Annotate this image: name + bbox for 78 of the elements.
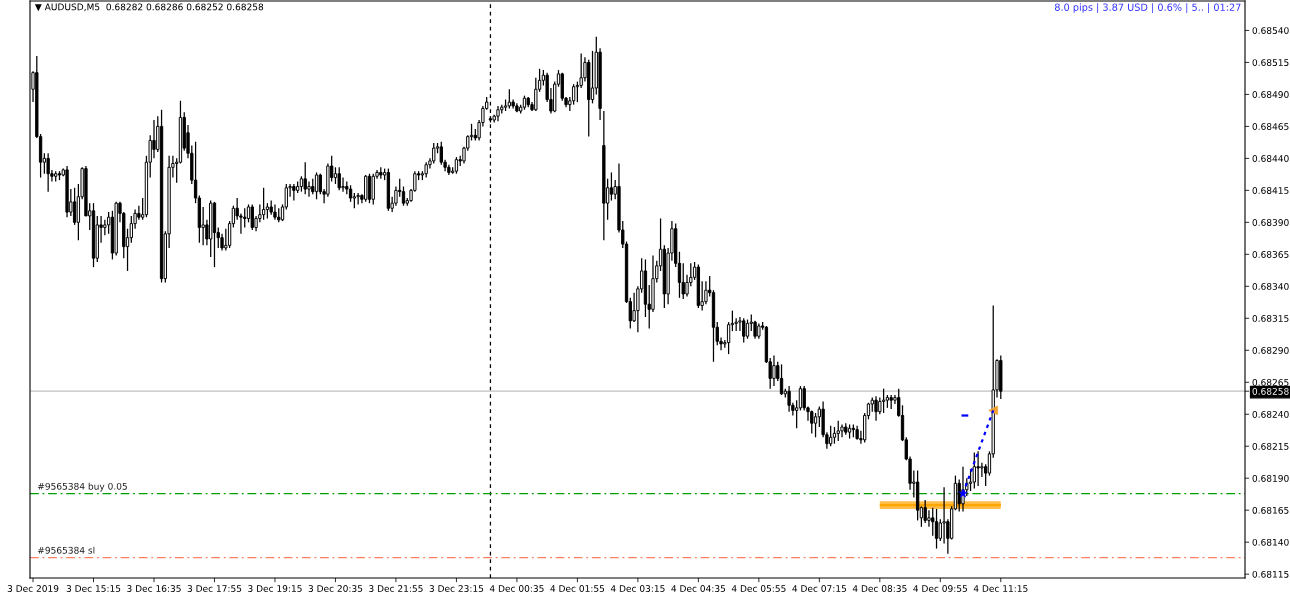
- y-tick-label: 0.68240: [1252, 410, 1289, 418]
- candlestick: [46, 152, 50, 193]
- x-tick-label: 4 Dec 00:35: [489, 585, 544, 592]
- candlestick: [976, 450, 980, 487]
- x-tick-label: 4 Dec 09:55: [913, 585, 967, 592]
- candlestick: [337, 166, 341, 191]
- y-tick-label: 0.68115: [1252, 570, 1289, 578]
- candlestick: [772, 354, 776, 387]
- ref-line-label: #9565384 buy 0.05: [37, 482, 127, 492]
- candlestick: [303, 161, 307, 195]
- candlestick: [972, 451, 976, 490]
- x-tick-label: 4 Dec 03:15: [610, 585, 665, 592]
- y-tick-label: 0.68390: [1252, 219, 1289, 226]
- candlestick: [742, 317, 746, 344]
- y-tick-label: 0.68165: [1252, 506, 1289, 514]
- y-tick-label: 0.68258: [1252, 387, 1289, 395]
- y-tick-label: 0.68515: [1252, 59, 1289, 66]
- y-tick-label: 0.68415: [1252, 187, 1289, 194]
- chart-title: ▼ AUDUSD,M5 0.68282 0.68286 0.68252 0.68258: [34, 3, 264, 12]
- candlestick: [341, 176, 345, 193]
- y-tick-label: 0.68365: [1252, 251, 1289, 258]
- x-tick-label: 4 Dec 08:35: [852, 585, 907, 592]
- y-tick-label: 0.68340: [1252, 283, 1289, 290]
- candlestick: [152, 119, 156, 159]
- candlestick: [810, 409, 814, 435]
- candlestick: [571, 83, 576, 106]
- candlestick: [927, 509, 931, 528]
- candlestick: [934, 508, 939, 550]
- x-tick-label: 4 Dec 01:55: [550, 585, 605, 592]
- candlestick: [968, 468, 973, 492]
- candlestick: [273, 203, 277, 221]
- ref-line-label: #9565384 sl: [37, 546, 95, 554]
- y-tick-label: 0.68540: [1252, 27, 1289, 34]
- x-tick-label: 3 Dec 19:15: [248, 585, 302, 592]
- x-tick-label: 3 Dec 15:15: [66, 585, 121, 592]
- x-tick-label: 3 Dec 2019: [7, 585, 59, 592]
- y-tick-label: 0.68190: [1252, 474, 1289, 482]
- candlestick: [942, 486, 946, 545]
- x-tick-label: 3 Dec 16:35: [127, 585, 181, 592]
- candlestick: [836, 420, 840, 442]
- candlestick: [307, 180, 311, 198]
- candlestick: [364, 174, 368, 203]
- y-tick-label: 0.68440: [1252, 155, 1289, 162]
- x-tick-label: 4 Dec 11:15: [973, 585, 1028, 592]
- candlestick: [829, 425, 833, 447]
- candlestick: [798, 385, 803, 412]
- candlestick: [432, 142, 436, 165]
- candlestick: [590, 50, 595, 104]
- candlestick: [367, 173, 372, 204]
- y-tick-label: 0.68465: [1252, 123, 1289, 130]
- candlestick: [745, 318, 750, 340]
- candlestick: [609, 171, 614, 202]
- candlestick: [980, 462, 984, 478]
- y-tick-label: 0.68265: [1252, 378, 1289, 386]
- y-tick-label: 0.68140: [1252, 538, 1289, 546]
- x-tick-label: 4 Dec 04:35: [671, 585, 726, 592]
- candlestick: [923, 499, 927, 524]
- x-tick-label: 4 Dec 07:15: [792, 585, 847, 592]
- candlestick: [356, 192, 360, 206]
- candlestick: [813, 412, 818, 438]
- x-tick-label: 3 Dec 17:55: [187, 585, 242, 592]
- x-tick-label: 3 Dec 21:55: [369, 585, 423, 592]
- y-tick-label: 0.68290: [1252, 347, 1289, 354]
- x-tick-label: 3 Dec 23:15: [429, 585, 484, 592]
- candlestick: [874, 395, 878, 422]
- candlestick: [787, 385, 791, 413]
- candlestick: [292, 183, 296, 202]
- x-tick-label: 4 Dec 05:55: [731, 585, 786, 592]
- y-tick-label: 0.68215: [1252, 442, 1289, 450]
- candlestick: [72, 187, 77, 226]
- x-tick-label: 3 Dec 20:35: [308, 585, 363, 592]
- candlestick: [250, 203, 254, 231]
- y-tick-label: 0.68490: [1252, 91, 1289, 98]
- candlestick: [802, 385, 806, 412]
- candlestick: [371, 173, 375, 206]
- annotation: 8.0 pips | 3.87 USD | 0.6% | 5.. | 01:27: [1054, 3, 1241, 14]
- candlestick: [779, 363, 784, 396]
- y-tick-label: 0.68315: [1252, 315, 1289, 322]
